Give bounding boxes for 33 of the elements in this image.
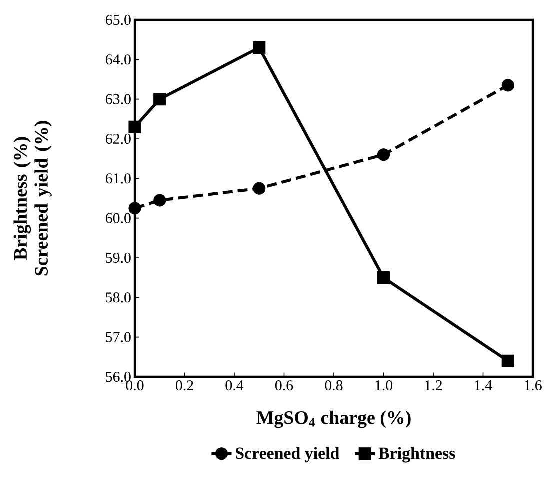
x-tick-label: 0.8 [325, 380, 343, 391]
y-tick-label: 61.0 [106, 174, 131, 184]
y-tick-label: 64.0 [106, 54, 131, 65]
y-tick-label: 65.0 [106, 14, 131, 26]
x-tick-label: 0.4 [226, 380, 244, 391]
x-tick-label: 1.0 [376, 380, 393, 391]
point [128, 120, 142, 134]
y-tick-label: 60.0 [106, 213, 131, 224]
point [154, 93, 166, 106]
y-tick-label: 59.0 [106, 252, 131, 264]
y-tick-label: 56.0 [106, 372, 131, 382]
x-tick-label: 1.6 [524, 380, 542, 391]
legend-label: Screened yield [236, 447, 340, 463]
y-tick-label: 58.0 [106, 292, 131, 303]
x-tick-label: 0.0 [126, 380, 144, 391]
point [502, 354, 514, 368]
x-tick-label: 1.4 [475, 380, 492, 391]
legend-label: Brightness [378, 447, 456, 463]
point [128, 202, 142, 215]
point [253, 41, 266, 54]
x-tick-label: 1.2 [425, 380, 442, 391]
y-axis-title: Brightness (%) Screened yield (%) [14, 121, 52, 276]
x-axis-title: MgSO$_{4}$ charge (%) [256, 410, 411, 428]
point [377, 148, 390, 162]
x-tick-label: 0.6 [275, 380, 294, 391]
y-tick-label: 63.0 [106, 94, 131, 104]
x-tick-label: 0.2 [176, 380, 194, 391]
point [377, 272, 390, 284]
point [253, 182, 266, 195]
point [502, 79, 514, 92]
y-tick-label: 62.0 [106, 134, 131, 144]
y-tick-label: 57.0 [106, 332, 131, 342]
point [154, 194, 166, 207]
